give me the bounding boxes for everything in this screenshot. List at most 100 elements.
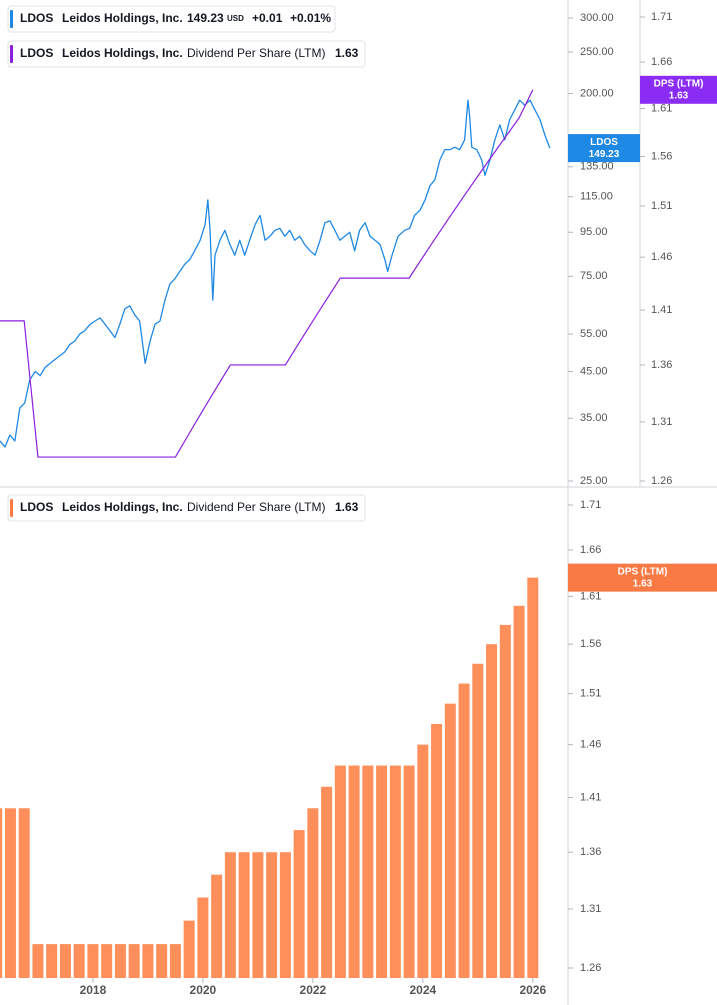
y2-tick-label: 1.46 — [651, 251, 672, 263]
price-tag-value: 149.23 — [589, 149, 620, 160]
bar — [224, 852, 236, 978]
x-tick-label: 2020 — [190, 983, 217, 997]
bar — [46, 944, 58, 978]
bar — [486, 644, 498, 978]
bar — [101, 944, 113, 978]
bar — [527, 577, 539, 978]
legend-swatch — [10, 45, 13, 63]
y-tick-label: 45.00 — [580, 365, 608, 377]
x-tick-label: 2026 — [519, 983, 546, 997]
price-tag-label: DPS (LTM) — [654, 78, 704, 89]
bar — [183, 920, 195, 978]
bar — [458, 683, 470, 978]
bar — [73, 944, 85, 978]
top-plot — [0, 89, 551, 458]
legend-text: Leidos Holdings, Inc. — [62, 500, 183, 514]
y2-tick-label: 1.41 — [651, 304, 672, 316]
price-tag-label: LDOS — [590, 137, 618, 148]
y-tick-label: 95.00 — [580, 226, 608, 238]
bar — [444, 703, 456, 978]
legend-text: 1.63 — [335, 46, 359, 60]
legend-text: Leidos Holdings, Inc. — [62, 11, 183, 25]
y2-tick-label: 1.61 — [651, 102, 672, 114]
x-tick-label: 2024 — [409, 983, 436, 997]
bar — [156, 944, 168, 978]
price-tag — [568, 563, 717, 592]
bar — [266, 852, 278, 978]
bar — [376, 765, 388, 978]
y2-tick-label: 1.26 — [651, 475, 672, 487]
y-tick-label: 250.00 — [580, 46, 614, 58]
y2-tick-label: 1.31 — [651, 416, 672, 428]
bar — [403, 765, 415, 978]
y-tick-label: 1.51 — [580, 687, 601, 699]
legend-swatch — [10, 499, 13, 517]
legend-box — [7, 40, 366, 68]
bar — [4, 808, 16, 978]
bottom-plot — [0, 577, 539, 978]
legend-text: +0.01 — [252, 11, 283, 25]
bar — [389, 765, 401, 978]
bar — [307, 808, 319, 978]
legend-box — [7, 5, 336, 33]
bar — [197, 897, 209, 978]
bar — [142, 944, 154, 978]
y-tick-label: 35.00 — [580, 412, 608, 424]
x-tick-label: 2022 — [300, 983, 327, 997]
y-tick-label: 1.41 — [580, 791, 601, 803]
price-tag — [568, 134, 640, 163]
y2-tick-label: 1.66 — [651, 56, 672, 68]
y-tick-label: 1.46 — [580, 739, 601, 751]
bar — [499, 624, 511, 978]
bar — [417, 744, 429, 978]
y2-tick-label: 1.36 — [651, 359, 672, 371]
y2-tick-label: 1.51 — [651, 200, 672, 212]
y-tick-label: 1.61 — [580, 590, 601, 602]
bar — [348, 765, 360, 978]
bar — [87, 944, 99, 978]
bar — [431, 724, 443, 978]
y-tick-label: 25.00 — [580, 475, 608, 487]
bar — [128, 944, 140, 978]
y-tick-label: 200.00 — [580, 87, 614, 99]
bar — [169, 944, 181, 978]
bar — [18, 808, 30, 978]
bar — [252, 852, 264, 978]
y2-tick-label: 1.56 — [651, 150, 672, 162]
legend-text: Dividend Per Share (LTM) — [187, 500, 326, 514]
legend-text: USD — [227, 14, 244, 23]
legend-text: Dividend Per Share (LTM) — [187, 46, 326, 60]
legend-text: LDOS — [20, 46, 53, 60]
bar — [238, 852, 250, 978]
bar — [472, 663, 484, 978]
y-tick-label: 1.56 — [580, 638, 601, 650]
y-tick-label: 1.71 — [580, 499, 601, 511]
overlay: 25.00 35.00 45.00 55.00 75.00 95.00 115.00 135.… — [7, 5, 717, 997]
price-tag-value: 1.63 — [633, 578, 653, 589]
y-tick-label: 75.00 — [580, 270, 608, 282]
bar — [32, 944, 44, 978]
legend-text: LDOS — [20, 500, 53, 514]
legend-text: 149.23 — [187, 11, 224, 25]
y-tick-label: 1.26 — [580, 962, 601, 974]
bar — [211, 874, 223, 978]
price-tag-value: 1.63 — [669, 90, 689, 101]
legend-text: 1.63 — [335, 500, 359, 514]
legend-text: Leidos Holdings, Inc. — [62, 46, 183, 60]
y-tick-label: 115.00 — [580, 191, 613, 203]
bar — [279, 852, 291, 978]
price-tag — [640, 75, 717, 104]
price-tag-label: DPS (LTM) — [618, 566, 668, 577]
bar — [0, 808, 3, 978]
y-tick-label: 55.00 — [580, 328, 608, 340]
legend-box — [7, 494, 366, 522]
bar — [513, 605, 525, 978]
legend-text: +0.01% — [290, 11, 331, 25]
y-tick-label: 300.00 — [580, 12, 614, 24]
bar — [293, 830, 305, 978]
bar — [59, 944, 71, 978]
bar — [362, 765, 374, 978]
series-line — [0, 99, 551, 448]
bar — [334, 765, 346, 978]
